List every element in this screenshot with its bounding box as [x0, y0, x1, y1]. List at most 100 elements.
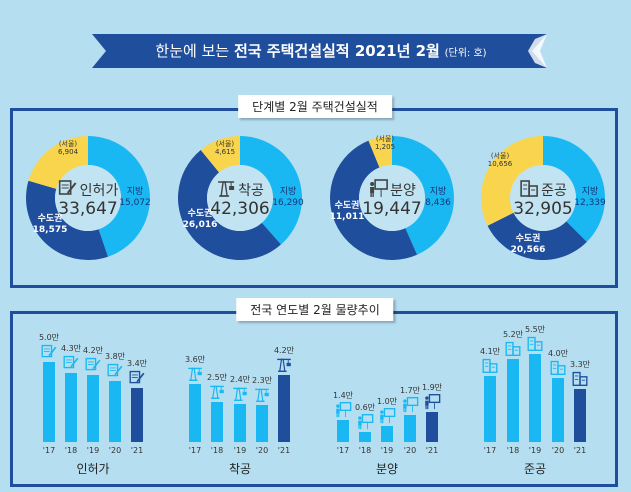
metro-name: 수도권 [515, 234, 541, 244]
local-segment [543, 136, 605, 242]
crane-icon [276, 356, 293, 377]
year-tick-label: '19 [528, 446, 542, 455]
bar-value-label: 3.6만 [184, 355, 206, 365]
seoul-segment [481, 136, 543, 226]
seoul-segment [368, 136, 392, 168]
crane-icon [216, 178, 236, 202]
year-tick-label: '17 [336, 446, 350, 455]
metro-label: 수도권 26,016 [183, 209, 218, 231]
bar-value-label: 3.3만 [569, 360, 591, 370]
presentation-board-icon [424, 393, 441, 414]
year-tick-label: '19 [380, 446, 394, 455]
stage-name: 준공 [541, 183, 567, 199]
local-label: 지방 8,436 [425, 187, 451, 209]
local-label: 지방 12,339 [574, 187, 606, 209]
local-value: 15,072 [119, 198, 151, 208]
page-title: 한눈에 보는 전국 주택건설실적 2021년 2월 (단위: 호) [92, 40, 550, 61]
local-name: 지방 [581, 187, 599, 197]
bar [359, 432, 371, 442]
stage-section-label: 단계별 2월 주택건설실적 [238, 95, 392, 118]
crane-icon [232, 385, 249, 406]
year-tick-label: '17 [483, 446, 497, 455]
seoul-name: (서울) [375, 135, 395, 143]
stage-total: 19,447 [362, 199, 422, 219]
bar-value-label: 1.9만 [421, 382, 443, 392]
document-pen-icon [58, 178, 78, 202]
year-tick-label: '19 [86, 446, 100, 455]
bar [87, 374, 99, 442]
bar [211, 402, 223, 442]
metro-segment [26, 180, 108, 260]
stage-total: 42,306 [210, 199, 270, 219]
donut-total: 33,647 [58, 199, 117, 219]
donut-stage-name: 인허가 [58, 178, 119, 202]
local-label: 지방 16,290 [272, 187, 304, 209]
seoul-label: (서울) 1,205 [375, 135, 395, 151]
seoul-segment [200, 136, 240, 173]
seoul-value: 10,656 [487, 160, 513, 168]
bar-value-label: 2.4만 [229, 374, 251, 384]
bar-value-label: 5.2만 [502, 329, 524, 339]
presentation-board-icon [357, 413, 374, 434]
bar [109, 381, 121, 442]
donut-stage-name: 분양 [368, 178, 416, 202]
year-tick-label: '18 [358, 446, 372, 455]
title-unit: (단위: 호) [444, 48, 487, 59]
metro-label: 수도권 11,011 [330, 201, 365, 223]
metro-label: 수도권 18,575 [33, 214, 68, 236]
metro-segment [487, 212, 587, 260]
bar [552, 378, 564, 442]
bar [278, 374, 290, 442]
metro-segment [330, 140, 418, 260]
donut-stage-name: 준공 [519, 178, 567, 202]
seoul-label: (서울) 6,904 [58, 140, 78, 156]
crane-icon [209, 383, 226, 404]
bar-value-label: 1.4만 [332, 390, 354, 400]
bar [65, 373, 77, 442]
year-tick-label: '18 [210, 446, 224, 455]
donut-total: 32,905 [513, 199, 572, 219]
metro-value: 18,575 [32, 225, 68, 235]
group-label: 인허가 [76, 462, 110, 476]
donut-total: 42,306 [210, 199, 269, 219]
bar [131, 387, 143, 442]
year-tick-label: '21 [277, 446, 291, 455]
seoul-label: (서울) 10,656 [488, 152, 513, 168]
seoul-name: (서울) [58, 140, 78, 148]
document-pen-icon [129, 369, 146, 390]
bar [381, 426, 393, 442]
metro-value: 26,016 [182, 220, 218, 230]
year-tick-label: '20 [551, 446, 565, 455]
local-label: 지방 15,072 [119, 187, 151, 209]
bar [484, 376, 496, 442]
local-segment [392, 136, 455, 255]
year-tick-label: '20 [403, 446, 417, 455]
bar [189, 384, 201, 442]
metro-value: 20,566 [510, 245, 546, 255]
bar-value-label: 1.0만 [376, 397, 398, 406]
year-tick-label: '19 [233, 446, 247, 455]
local-value: 16,290 [272, 198, 304, 208]
seoul-value: 4,615 [214, 148, 236, 156]
banner-ribbon [92, 34, 547, 68]
bar-value-label: 5.5만 [524, 325, 546, 334]
stage-name: 인허가 [79, 183, 119, 199]
title-banner: 한눈에 보는 전국 주택건설실적 2021년 2월 (단위: 호) [92, 31, 550, 70]
bar-value-label: 4.1만 [479, 347, 501, 357]
stage-total: 33,647 [58, 199, 118, 219]
document-pen-icon [85, 356, 102, 377]
year-tick-label: '20 [108, 446, 122, 455]
buildings-icon [482, 357, 499, 378]
bar-value-label: 1.7만 [399, 385, 421, 395]
crane-icon [254, 386, 271, 407]
bar-value-label: 4.0만 [547, 349, 569, 358]
bar-value-label: 4.2만 [273, 345, 295, 355]
buildings-icon [550, 359, 567, 380]
bar-value-label: 2.5만 [206, 373, 228, 382]
bar-value-label: 4.3만 [60, 344, 82, 354]
bar [256, 405, 268, 442]
document-pen-icon [63, 354, 80, 375]
bar-value-label: 3.8만 [104, 352, 126, 362]
donut-hole [55, 165, 121, 231]
